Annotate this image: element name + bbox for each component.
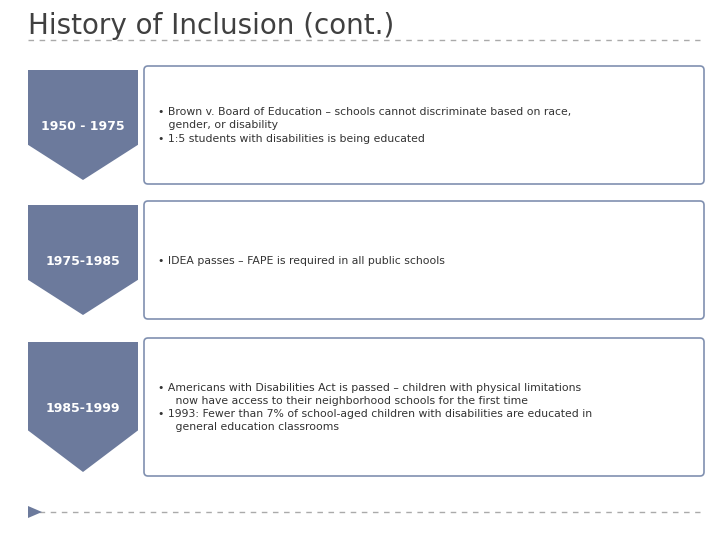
Polygon shape [28,205,138,315]
Polygon shape [28,342,138,472]
Text: • 1:5 students with disabilities is being educated: • 1:5 students with disabilities is bein… [158,133,425,144]
FancyBboxPatch shape [144,66,704,184]
Text: 1950 - 1975: 1950 - 1975 [41,119,125,133]
Polygon shape [28,506,42,518]
Text: now have access to their neighborhood schools for the first time: now have access to their neighborhood sc… [158,396,528,406]
Text: History of Inclusion (cont.): History of Inclusion (cont.) [28,12,395,40]
Text: • Americans with Disabilities Act is passed – children with physical limitations: • Americans with Disabilities Act is pas… [158,383,581,393]
FancyBboxPatch shape [144,201,704,319]
Text: gender, or disability: gender, or disability [158,120,278,131]
Text: 1975-1985: 1975-1985 [45,254,120,268]
Text: • Brown v. Board of Education – schools cannot discriminate based on race,: • Brown v. Board of Education – schools … [158,107,571,118]
Text: • 1993: Fewer than 7% of school-aged children with disabilities are educated in: • 1993: Fewer than 7% of school-aged chi… [158,409,592,419]
FancyBboxPatch shape [144,338,704,476]
Text: 1985-1999: 1985-1999 [46,402,120,415]
Text: • IDEA passes – FAPE is required in all public schools: • IDEA passes – FAPE is required in all … [158,255,445,266]
Polygon shape [28,70,138,180]
Text: general education classrooms: general education classrooms [158,422,339,432]
